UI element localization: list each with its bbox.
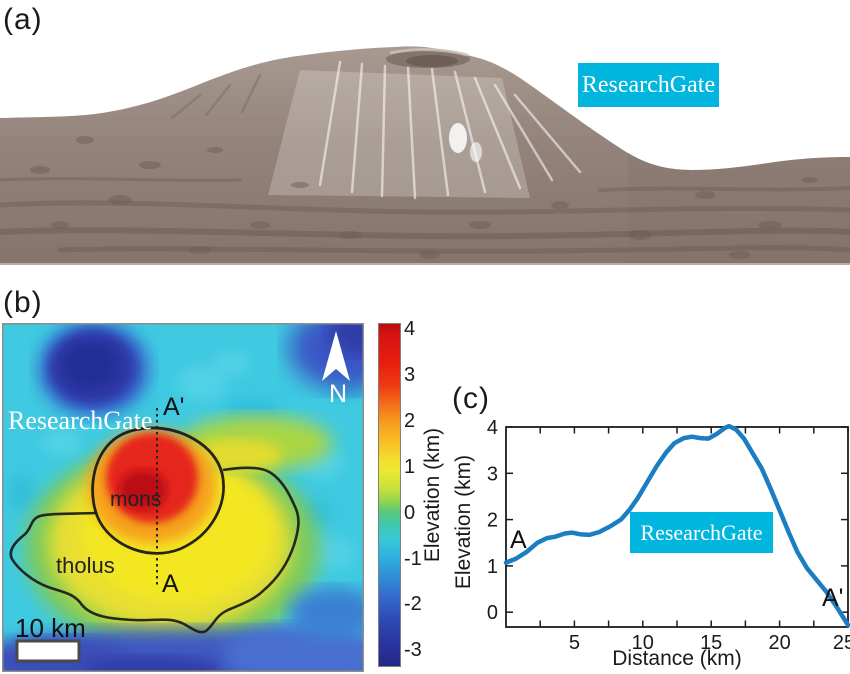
x-tick-label: 25 bbox=[833, 632, 850, 654]
researchgate-watermark-panel-a: ResearchGate bbox=[578, 63, 719, 107]
x-tick-label: 15 bbox=[700, 632, 722, 654]
summit-crater-inner bbox=[406, 55, 458, 67]
researchgate-watermark-text: ResearchGate bbox=[581, 71, 716, 98]
ne-yellow-arm bbox=[192, 439, 282, 471]
right-plain-shade bbox=[628, 153, 850, 264]
bright-spot bbox=[449, 123, 467, 153]
bottom-navy bbox=[82, 656, 222, 672]
bright-spot-small bbox=[470, 142, 482, 162]
north-label: N bbox=[328, 380, 348, 408]
left-flank-shading bbox=[170, 73, 262, 120]
mons-outline bbox=[91, 426, 225, 555]
profile-end-label-map: A' bbox=[163, 393, 185, 421]
north-arrow-icon bbox=[322, 331, 350, 381]
colorbar-tick-label: 2 bbox=[404, 409, 416, 432]
panel-a: (a) bbox=[0, 0, 850, 285]
colorbar bbox=[378, 323, 401, 667]
colorbar-tick-label: 0 bbox=[404, 501, 416, 524]
researchgate-watermark-panel-b: ResearchGate bbox=[8, 406, 153, 435]
plot-axes: 5 10 15 20 25 0 1 2 3 4 bbox=[487, 417, 850, 654]
profile-end-label-plot: A' bbox=[822, 584, 844, 612]
panel-c-label: (c) bbox=[452, 382, 490, 415]
tholus-outline bbox=[9, 466, 300, 634]
flank-streaks bbox=[318, 60, 582, 200]
y-tick-label: 4 bbox=[487, 417, 498, 439]
panel-b-label: (b) bbox=[3, 286, 43, 319]
mons-label: mons bbox=[110, 488, 162, 511]
x-tick-label: 10 bbox=[632, 632, 654, 654]
researchgate-watermark-panel-c: ResearchGate bbox=[630, 512, 773, 553]
se-blue-patch bbox=[289, 587, 364, 639]
summit-rim-highlight bbox=[389, 47, 469, 57]
x-tick-label: 5 bbox=[569, 632, 580, 654]
scale-bar bbox=[15, 639, 81, 663]
x-tick-label: 20 bbox=[768, 632, 790, 654]
map-crater-core bbox=[65, 344, 115, 386]
researchgate-watermark-text-c: ResearchGate bbox=[640, 519, 763, 545]
elevation-map bbox=[2, 323, 364, 672]
tholus-label: tholus bbox=[56, 553, 115, 578]
terrain-baseline bbox=[0, 263, 850, 265]
colorbar-tick-label: 4 bbox=[404, 318, 416, 340]
crater-speckles bbox=[30, 136, 818, 259]
colorbar-tick-label: 1 bbox=[404, 455, 416, 478]
terrain-render bbox=[0, 46, 850, 265]
y-axis-title: Elevation (km) bbox=[452, 454, 475, 590]
colorbar-tick-label: -2 bbox=[404, 593, 422, 616]
y-tick-label: 0 bbox=[487, 602, 498, 624]
panel-c: (c) 5 10 15 20 25 0 1 2 3 4 A A' ResearchGate Dis… bbox=[440, 380, 850, 674]
panel-b: (b) bbox=[0, 285, 470, 674]
profile-start-label-map: A bbox=[162, 570, 179, 598]
colorbar-tick-label: -3 bbox=[404, 639, 422, 662]
map-border bbox=[2, 323, 364, 672]
colorbar-tick-label: -1 bbox=[404, 547, 422, 570]
y-tick-label: 3 bbox=[487, 463, 498, 485]
y-tick-label: 1 bbox=[487, 556, 498, 578]
colorbar-tick-label: 3 bbox=[404, 363, 416, 386]
mons-dark-red-core bbox=[119, 470, 167, 510]
profile-plot: 5 10 15 20 25 0 1 2 3 4 bbox=[487, 417, 850, 654]
y-tick-label: 2 bbox=[487, 510, 498, 532]
profile-start-label-plot: A bbox=[510, 526, 527, 554]
panel-a-label: (a) bbox=[3, 3, 43, 36]
profile-curve bbox=[503, 423, 850, 628]
bright-flank-apron bbox=[268, 70, 530, 198]
mountain-silhouette bbox=[0, 46, 850, 265]
scale-bar-label: 10 km bbox=[15, 613, 86, 643]
x-axis-title: Distance (km) bbox=[612, 647, 742, 670]
